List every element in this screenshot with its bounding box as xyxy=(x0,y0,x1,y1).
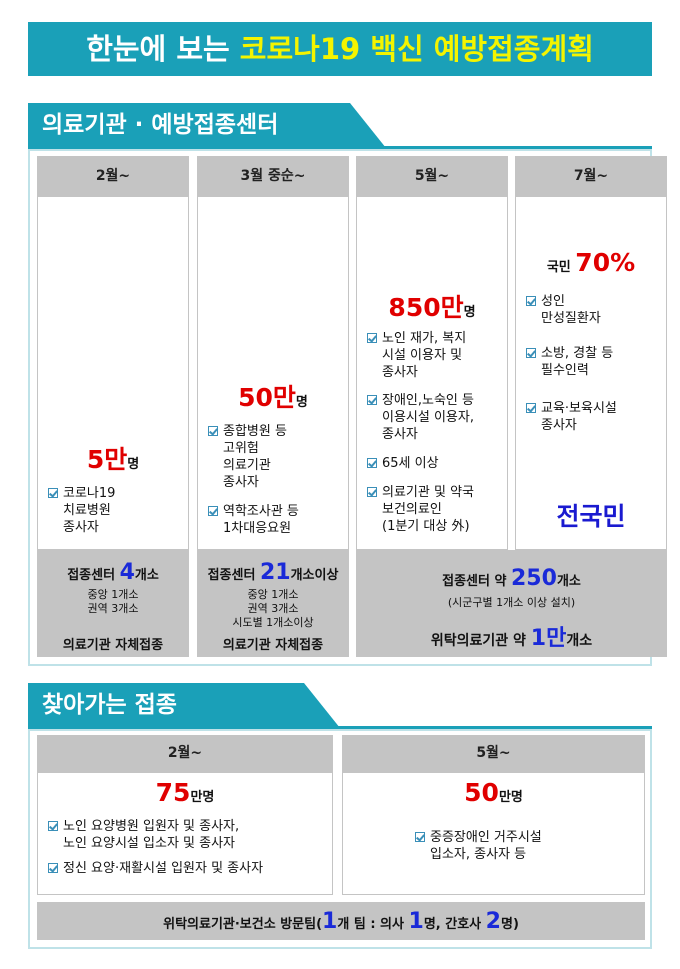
center-count-part: 21 xyxy=(259,560,291,585)
team-part: 1 xyxy=(322,909,338,934)
team-part: 1 xyxy=(408,909,424,934)
center-note: 의료기관 자체접종 xyxy=(37,634,189,653)
count: 50만명 xyxy=(342,778,645,807)
section-heading: 의료기관 · 예방접종센터 xyxy=(28,103,386,148)
count-part: 명 xyxy=(127,457,140,472)
checklist-item: 노인 재가, 복지 시설 이용자 및 종사자 xyxy=(367,330,504,381)
team-part: 개 팀 : 의사 xyxy=(337,917,409,932)
section-heading: 찾아가는 접종 xyxy=(28,683,340,728)
count-part: 70% xyxy=(575,248,636,277)
column-header: 5월~ xyxy=(342,735,645,772)
note: 전국민 xyxy=(556,502,626,531)
center-detail: 시도별 1개소이상 xyxy=(232,616,314,629)
count: 5만명 xyxy=(37,440,189,476)
section-rule xyxy=(28,146,652,149)
checklist-item: 교육·보육시설 종사자 xyxy=(526,400,663,434)
center-note-part: 1만 xyxy=(530,626,567,651)
count-part: 5만 xyxy=(86,445,128,474)
center-count-part: 개소이상 xyxy=(290,568,339,583)
checklist-item: 65세 이상 xyxy=(367,455,504,472)
center-count: 접종센터 약 250개소 xyxy=(356,566,667,591)
center-note: 위탁의료기관 약 1만개소 xyxy=(356,620,667,652)
title-part: 한눈에 보는 xyxy=(86,32,240,66)
count-part: 만명 xyxy=(190,790,215,805)
column-header: 5월~ xyxy=(356,156,508,196)
center-note-part: 의료기관 자체접종 xyxy=(62,638,164,653)
checklist-item: 노인 요양병원 입원자 및 종사자, 노인 요양시설 입소자 및 종사자 xyxy=(48,818,319,852)
team-box xyxy=(37,902,645,940)
checklist-item: 역학조사관 등 1차대응요원 xyxy=(208,503,345,537)
center-count-part: 접종센터 약 xyxy=(442,574,511,589)
title-bar: 한눈에 보는 코로나19 백신 예방접종계획 xyxy=(28,22,652,76)
count-part: 명 xyxy=(463,305,476,320)
center-count-part: 개소 xyxy=(134,568,159,583)
center-detail: (시군구별 1개소 이상 설치) xyxy=(447,596,576,609)
center-count: 접종센터 4개소 xyxy=(37,560,189,585)
checklist-item: 의료기관 및 약국 보건의료인 (1분기 대상 外) xyxy=(367,484,504,535)
center-box xyxy=(197,550,349,657)
count: 850만명 xyxy=(356,288,508,324)
count-part: 명 xyxy=(295,395,308,410)
team-part: 명, 간호사 xyxy=(423,917,486,932)
count-part: 만명 xyxy=(498,790,523,805)
team-part: 2 xyxy=(485,909,501,934)
center-count-part: 4 xyxy=(119,560,135,585)
center-note-part: 개소 xyxy=(566,633,593,649)
checklist-item: 성인 만성질환자 xyxy=(526,293,663,327)
column-header: 7월~ xyxy=(515,156,667,196)
count: 국민 70% xyxy=(515,248,667,277)
count-part: 50 xyxy=(464,778,499,807)
center-note-part: 의료기관 자체접종 xyxy=(222,638,324,653)
count: 75만명 xyxy=(37,778,333,807)
team-part: 명) xyxy=(500,917,519,932)
center-detail: 권역 3개소 xyxy=(247,602,299,615)
count-part: 50만 xyxy=(238,383,296,412)
center-box xyxy=(37,550,189,657)
center-note-part: 위탁의료기관 약 xyxy=(430,633,531,649)
checklist-item: 종합병원 등 고위험 의료기관 종사자 xyxy=(208,423,345,491)
center-detail: 중앙 1개소 xyxy=(87,588,139,601)
checklist-item: 정신 요양·재활시설 입원자 및 종사자 xyxy=(48,860,319,877)
team-part: 위탁의료기관·보건소 방문팀( xyxy=(163,917,323,932)
center-count-part: 접종센터 xyxy=(67,568,120,583)
checklist-item: 장애인,노숙인 등 이용시설 이용자, 종사자 xyxy=(367,392,504,443)
center-detail: 권역 3개소 xyxy=(87,602,139,615)
checklist-item: 코로나19 치료병원 종사자 xyxy=(48,485,185,536)
title-highlight: 코로나19 백신 예방접종계획 xyxy=(239,32,594,66)
count-part: 국민 xyxy=(546,260,576,275)
count-part: 850만 xyxy=(388,293,464,322)
center-count-part: 개소 xyxy=(556,574,581,589)
column-header: 2월~ xyxy=(37,735,333,772)
center-count: 접종센터 21개소이상 xyxy=(197,560,349,585)
section-rule xyxy=(28,726,652,729)
center-note: 의료기관 자체접종 xyxy=(197,634,349,653)
center-count-part: 접종센터 xyxy=(207,568,260,583)
count: 50만명 xyxy=(197,378,349,414)
column-header: 3월 중순~ xyxy=(197,156,349,196)
center-detail: 중앙 1개소 xyxy=(247,588,299,601)
column-body xyxy=(197,196,349,550)
center-count-part: 250 xyxy=(511,566,557,591)
team: 위탁의료기관·보건소 방문팀(1개 팀 : 의사 1명, 간호사 2명) xyxy=(37,909,645,934)
count-part: 75 xyxy=(155,778,191,807)
checklist-item: 소방, 경찰 등 필수인력 xyxy=(526,345,663,379)
column-header: 2월~ xyxy=(37,156,189,196)
checklist-item: 중증장애인 거주시설 입소자, 종사자 등 xyxy=(415,829,680,863)
center-box xyxy=(356,550,667,657)
